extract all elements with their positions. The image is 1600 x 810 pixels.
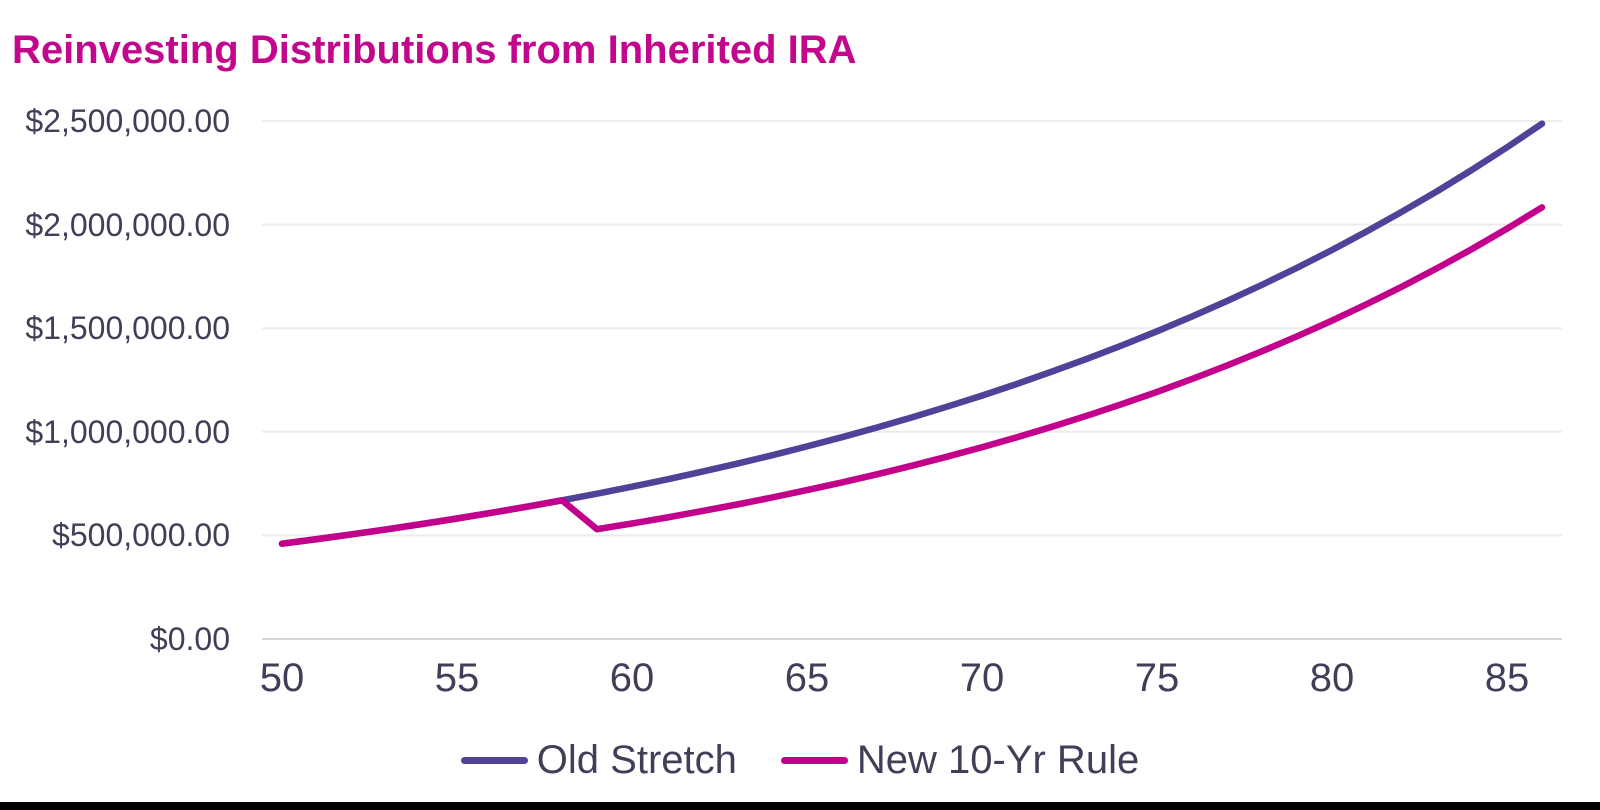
legend-swatch-new-10-yr-rule: [780, 756, 848, 764]
page-title: Reinvesting Distributions from Inherited…: [12, 28, 857, 72]
legend-label: New 10-Yr Rule: [856, 737, 1140, 782]
chart-legend: Old Stretch New 10-Yr Rule: [0, 734, 1600, 786]
legend-item-old-stretch: Old Stretch: [460, 737, 737, 783]
legend-item-new-10-yr-rule: New 10-Yr Rule: [780, 737, 1140, 783]
series-line-new-10-yr-rule: [278, 204, 1546, 547]
series-line-old-stretch: [278, 120, 1546, 547]
legend-label: Old Stretch: [536, 737, 737, 782]
legend-swatch-old-stretch: [460, 756, 528, 764]
bottom-border-bar: [0, 802, 1600, 810]
